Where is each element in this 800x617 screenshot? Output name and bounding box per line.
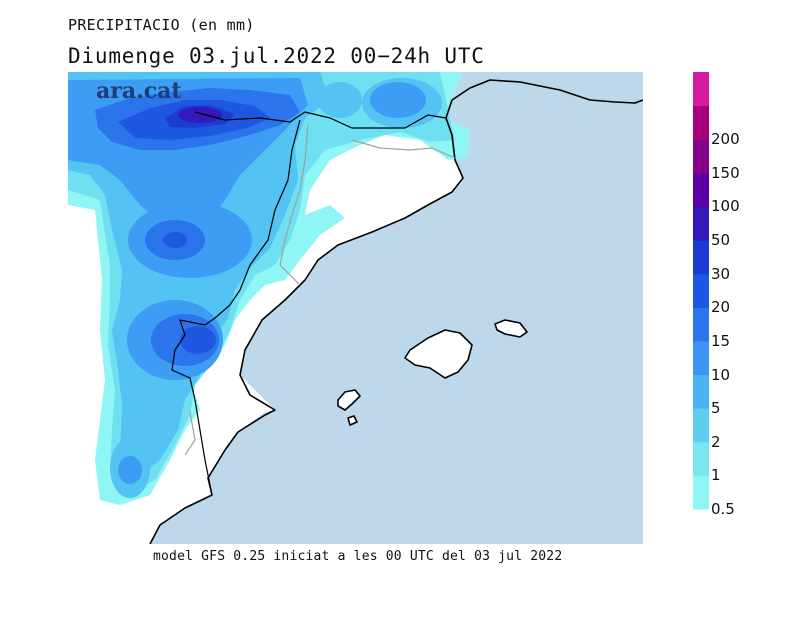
- legend-swatch: [693, 172, 709, 207]
- model-info: model GFS 0.25 iniciat a les 00 UTC del …: [153, 549, 563, 564]
- legend-swatch: [693, 139, 709, 174]
- legend-tick-label: 2: [711, 432, 721, 451]
- legend-tick-label: 50: [711, 231, 731, 250]
- regional-borders: [171, 111, 447, 496]
- ibiza-island: [337, 389, 361, 411]
- legend-swatch: [693, 72, 709, 107]
- legend-tick-label: 200: [711, 130, 740, 149]
- legend-swatch: [693, 441, 709, 476]
- map-title: PRECIPITACIO (en mm): [68, 16, 255, 34]
- mallorca-island: [404, 329, 473, 379]
- legend-tick-label: 150: [711, 163, 740, 182]
- legend-swatch: [693, 307, 709, 342]
- legend-tick-label: 100: [711, 197, 740, 216]
- legend-swatch: [693, 340, 709, 376]
- map-subtitle: Diumenge 03.jul.2022 00−24h UTC: [68, 44, 485, 68]
- legend-swatch: [693, 206, 709, 241]
- legend-tick-label: 20: [711, 298, 731, 317]
- menorca-island: [494, 319, 528, 338]
- legend-tick-label: 1: [711, 466, 721, 485]
- legend-swatch: [693, 105, 709, 140]
- legend-tick-label: 0.5: [711, 500, 735, 518]
- legend-tick-label: 30: [711, 264, 731, 283]
- formentera-island: [347, 415, 358, 426]
- coastline: [149, 79, 643, 544]
- legend-tick-label: 10: [711, 365, 731, 384]
- legend-swatch: [693, 408, 709, 443]
- legend-swatch: [693, 240, 709, 275]
- province-borders: [184, 124, 456, 456]
- legend-swatch: [693, 475, 709, 510]
- legend-swatch: [693, 374, 709, 409]
- brand-logo: ara.cat: [96, 78, 182, 104]
- sea-area: [150, 72, 643, 544]
- legend-tick-label: 5: [711, 399, 721, 418]
- legend-tick-label: 15: [711, 331, 731, 350]
- precip-layer-50: [178, 107, 222, 123]
- legend-swatch: [693, 273, 709, 308]
